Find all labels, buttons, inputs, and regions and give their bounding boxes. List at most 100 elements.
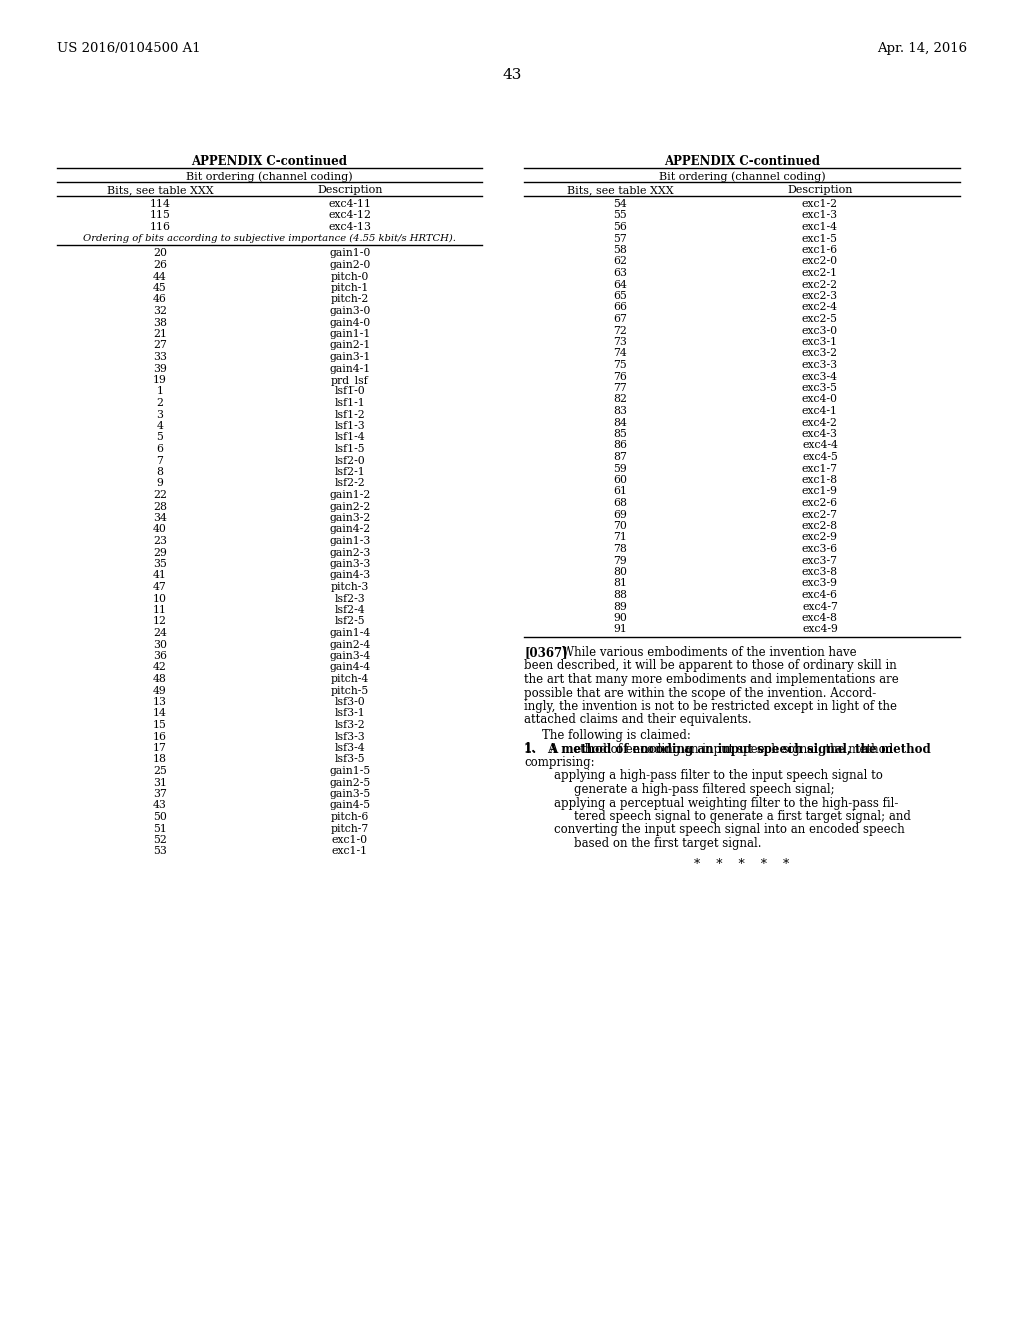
Text: tered speech signal to generate a first target signal; and: tered speech signal to generate a first … <box>574 810 911 822</box>
Text: 51: 51 <box>153 824 167 833</box>
Text: pitch-2: pitch-2 <box>331 294 370 305</box>
Text: 38: 38 <box>153 318 167 327</box>
Text: 15: 15 <box>153 719 167 730</box>
Text: APPENDIX C-continued: APPENDIX C-continued <box>191 154 347 168</box>
Text: exc1-3: exc1-3 <box>802 210 838 220</box>
Text: 60: 60 <box>613 475 627 484</box>
Text: 43: 43 <box>153 800 167 810</box>
Text: 49: 49 <box>154 685 167 696</box>
Text: 73: 73 <box>613 337 627 347</box>
Text: possible that are within the scope of the invention. Accord-: possible that are within the scope of th… <box>524 686 877 700</box>
Text: exc2-5: exc2-5 <box>802 314 838 323</box>
Text: 27: 27 <box>153 341 167 351</box>
Text: 17: 17 <box>153 743 167 752</box>
Text: 22: 22 <box>153 490 167 500</box>
Text: 80: 80 <box>613 568 627 577</box>
Text: gain1-2: gain1-2 <box>330 490 371 500</box>
Text: pitch-6: pitch-6 <box>331 812 370 822</box>
Text: 16: 16 <box>153 731 167 742</box>
Text: the art that many more embodiments and implementations are: the art that many more embodiments and i… <box>524 673 899 686</box>
Text: exc3-2: exc3-2 <box>802 348 838 359</box>
Text: 46: 46 <box>153 294 167 305</box>
Text: Description: Description <box>317 185 383 195</box>
Text: 66: 66 <box>613 302 627 313</box>
Text: applying a perceptual weighting filter to the high-pass fil-: applying a perceptual weighting filter t… <box>554 796 898 809</box>
Text: exc2-1: exc2-1 <box>802 268 838 279</box>
Text: 50: 50 <box>153 812 167 822</box>
Text: 48: 48 <box>153 675 167 684</box>
Text: 47: 47 <box>154 582 167 591</box>
Text: lsf1-2: lsf1-2 <box>335 409 366 420</box>
Text: gain3-1: gain3-1 <box>330 352 371 362</box>
Text: gain3-0: gain3-0 <box>330 306 371 315</box>
Text: 116: 116 <box>150 222 171 232</box>
Text: 55: 55 <box>613 210 627 220</box>
Text: exc4-8: exc4-8 <box>802 612 838 623</box>
Text: exc4-2: exc4-2 <box>802 417 838 428</box>
Text: exc1-2: exc1-2 <box>802 199 838 209</box>
Text: 76: 76 <box>613 371 627 381</box>
Text: pitch-5: pitch-5 <box>331 685 369 696</box>
Text: 6: 6 <box>157 444 164 454</box>
Text: lsf2-0: lsf2-0 <box>335 455 366 466</box>
Text: exc3-8: exc3-8 <box>802 568 838 577</box>
Text: 39: 39 <box>153 363 167 374</box>
Text: converting the input speech signal into an encoded speech: converting the input speech signal into … <box>554 824 905 837</box>
Text: 82: 82 <box>613 395 627 404</box>
Text: 30: 30 <box>153 639 167 649</box>
Text: 26: 26 <box>153 260 167 271</box>
Text: 62: 62 <box>613 256 627 267</box>
Text: applying a high-pass filter to the input speech signal to: applying a high-pass filter to the input… <box>554 770 883 783</box>
Text: 35: 35 <box>153 558 167 569</box>
Text: Bit ordering (channel coding): Bit ordering (channel coding) <box>186 172 353 182</box>
Text: exc2-2: exc2-2 <box>802 280 838 289</box>
Text: lsf3-1: lsf3-1 <box>335 709 366 718</box>
Text: 65: 65 <box>613 290 627 301</box>
Text: prd_lsf: prd_lsf <box>331 375 369 385</box>
Text: 3: 3 <box>157 409 164 420</box>
Text: pitch-7: pitch-7 <box>331 824 369 833</box>
Text: exc4-6: exc4-6 <box>802 590 838 601</box>
Text: 56: 56 <box>613 222 627 232</box>
Text: gain4-4: gain4-4 <box>330 663 371 672</box>
Text: lsf3-3: lsf3-3 <box>335 731 366 742</box>
Text: Description: Description <box>787 185 853 195</box>
Text: exc3-5: exc3-5 <box>802 383 838 393</box>
Text: exc1-6: exc1-6 <box>802 246 838 255</box>
Text: 18: 18 <box>153 755 167 764</box>
Text: 9: 9 <box>157 479 164 488</box>
Text: Bits, see table XXX: Bits, see table XXX <box>106 185 213 195</box>
Text: lsf3-2: lsf3-2 <box>335 719 366 730</box>
Text: comprising:: comprising: <box>524 756 595 770</box>
Text: 78: 78 <box>613 544 627 554</box>
Text: 83: 83 <box>613 407 627 416</box>
Text: 1.: 1. <box>524 742 537 755</box>
Text: 43: 43 <box>503 69 521 82</box>
Text: 69: 69 <box>613 510 627 520</box>
Text: 67: 67 <box>613 314 627 323</box>
Text: gain4-3: gain4-3 <box>330 570 371 581</box>
Text: generate a high-pass filtered speech signal;: generate a high-pass filtered speech sig… <box>574 783 835 796</box>
Text: 53: 53 <box>153 846 167 857</box>
Text: exc3-3: exc3-3 <box>802 360 838 370</box>
Text: gain2-1: gain2-1 <box>330 341 371 351</box>
Text: gain4-2: gain4-2 <box>330 524 371 535</box>
Text: lsf2-3: lsf2-3 <box>335 594 366 603</box>
Text: lsf3-0: lsf3-0 <box>335 697 366 708</box>
Text: exc2-0: exc2-0 <box>802 256 838 267</box>
Text: lsf2-2: lsf2-2 <box>335 479 366 488</box>
Text: lsf2-4: lsf2-4 <box>335 605 366 615</box>
Text: lsf3-4: lsf3-4 <box>335 743 366 752</box>
Text: 84: 84 <box>613 417 627 428</box>
Text: While various embodiments of the invention have: While various embodiments of the inventi… <box>562 645 857 659</box>
Text: 33: 33 <box>153 352 167 362</box>
Text: 19: 19 <box>153 375 167 385</box>
Text: 57: 57 <box>613 234 627 243</box>
Text: gain1-1: gain1-1 <box>330 329 371 339</box>
Text: exc1-0: exc1-0 <box>332 836 368 845</box>
Text: 87: 87 <box>613 451 627 462</box>
Text: 37: 37 <box>153 789 167 799</box>
Text: 89: 89 <box>613 602 627 611</box>
Text: 11: 11 <box>153 605 167 615</box>
Text: 58: 58 <box>613 246 627 255</box>
